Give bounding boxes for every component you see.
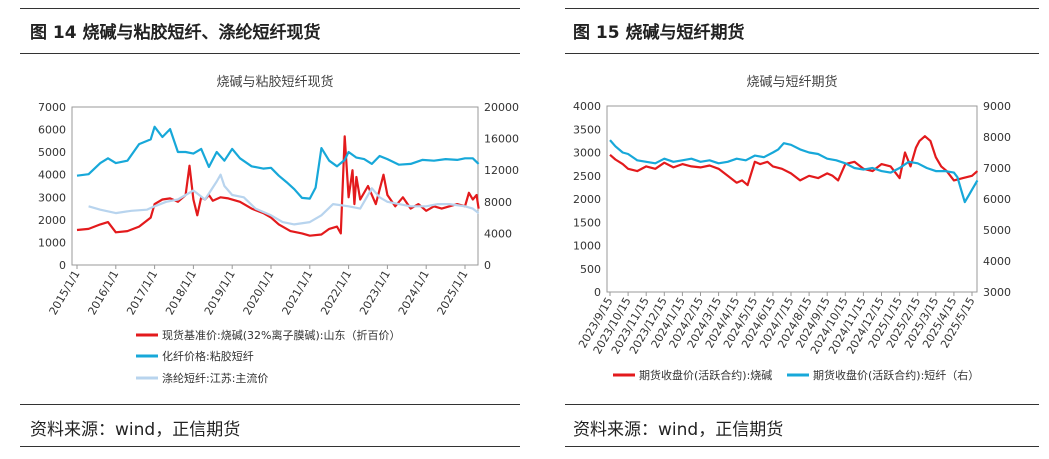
left-y-tick-label: 0 [594, 286, 601, 299]
source-note: 资料来源：wind，正信期货 [30, 420, 241, 440]
figure-title: 图 14 烧碱与粘胶短纤、涤纶短纤现货 [30, 23, 321, 43]
figure-title: 图 15 烧碱与短纤期货 [573, 23, 745, 43]
plot-frame [606, 105, 978, 293]
series-line-3 [88, 173, 480, 226]
left-y-tick-label: 3500 [573, 123, 601, 136]
x-tick-label: 2016/1/1 [85, 268, 121, 317]
right-y-tick-label: 12000 [484, 164, 519, 177]
right-y-tick-label: 8000 [983, 131, 1011, 144]
right-y-tick-label: 5000 [983, 224, 1011, 237]
left-y-tick-label: 6000 [38, 124, 66, 137]
x-tick-label: 2025/1/1 [435, 268, 471, 317]
left-y-tick-label: 4000 [38, 169, 66, 182]
legend-label-3: 涤纶短纤:江苏:主流价 [162, 371, 268, 385]
bottom-rule [20, 446, 520, 447]
source-top-rule [20, 404, 520, 405]
left-y-tick-label: 0 [59, 259, 66, 272]
top-rule [565, 8, 1039, 9]
series-line-2 [609, 139, 979, 204]
chart-title: 烧碱与短纤期货 [746, 74, 837, 90]
title-rule [20, 53, 520, 54]
x-tick-label: 2017/1/1 [124, 268, 160, 317]
x-tick-label: 2022/1/1 [318, 268, 354, 317]
right-y-tick-label: 8000 [484, 196, 512, 209]
top-rule [20, 8, 520, 9]
left-y-tick-label: 1000 [573, 240, 601, 253]
plot-frame [71, 106, 479, 266]
right-y-tick-label: 3000 [983, 286, 1011, 299]
left-chart: 烧碱与粘胶短纤现货 0 1000 2000 3000 4000 5000 6000 7000 0 4… [38, 74, 519, 385]
left-y-tick-label: 2500 [573, 170, 601, 183]
series-line-2 [76, 125, 480, 200]
right-y-tick-label: 9000 [983, 100, 1011, 113]
left-y-tick-label: 5000 [38, 146, 66, 159]
left-y-tick-label: 7000 [38, 101, 66, 114]
x-tick-label: 2023/1/1 [357, 268, 393, 317]
x-tick-label: 2019/1/1 [202, 268, 238, 317]
chart-title: 烧碱与粘胶短纤现货 [216, 74, 333, 90]
left-y-tick-label: 1500 [573, 216, 601, 229]
left-y-tick-label: 500 [580, 263, 601, 276]
x-tick-label: 2024/1/1 [396, 268, 432, 317]
legend-label-2: 化纤价格:粘胶短纤 [162, 349, 254, 363]
bottom-rule [565, 446, 1039, 447]
source-top-rule [565, 404, 1039, 405]
left-y-tick-label: 1000 [38, 236, 66, 249]
right-y-tick-label: 6000 [983, 193, 1011, 206]
title-rule [565, 53, 1039, 54]
x-tick-label: 2021/1/1 [279, 268, 315, 317]
x-tick-label: 2018/1/1 [163, 268, 199, 317]
left-figure-panel: 图 14 烧碱与粘胶短纤、涤纶短纤现货 烧碱与粘胶短纤现货 0 1000 2000 30… [0, 0, 520, 459]
left-y-tick-label: 3000 [573, 147, 601, 160]
series-line-1 [76, 135, 480, 237]
x-tick-label: 2015/1/1 [47, 268, 83, 317]
legend-label-1: 期货收盘价(活跃合约):烧碱 [639, 368, 772, 382]
right-y-tick-label: 16000 [484, 133, 519, 146]
right-y-tick-label: 4000 [983, 255, 1011, 268]
right-y-tick-label: 4000 [484, 227, 512, 240]
right-y-tick-label: 7000 [983, 162, 1011, 175]
left-y-tick-label: 4000 [573, 100, 601, 113]
right-y-tick-label: 20000 [484, 101, 519, 114]
right-y-tick-label: 0 [484, 259, 491, 272]
legend-label-1: 现货基准价:烧碱(32%离子膜碱):山东（折百价） [162, 328, 400, 342]
right-figure-panel: 图 15 烧碱与短纤期货 烧碱与短纤期货 0 500 1000 1500 2000 2500… [545, 0, 1049, 459]
left-y-tick-label: 3000 [38, 191, 66, 204]
source-note: 资料来源：wind，正信期货 [573, 420, 784, 440]
legend-label-2: 期货收盘价(活跃合约):短纤（右） [813, 368, 979, 382]
right-chart: 烧碱与短纤期货 0 500 1000 1500 2000 2500 3000 3500 4000 3… [573, 74, 1011, 382]
left-y-tick-label: 2000 [573, 193, 601, 206]
series-line-1 [609, 135, 979, 187]
x-tick-label: 2020/1/1 [241, 268, 277, 317]
left-y-tick-label: 2000 [38, 214, 66, 227]
